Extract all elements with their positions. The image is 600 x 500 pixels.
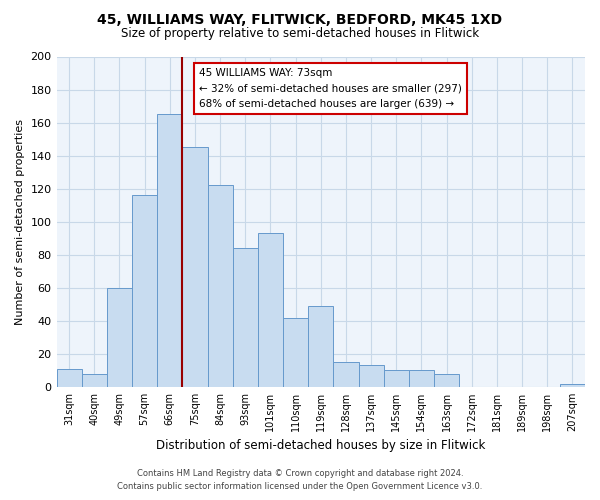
- Bar: [283, 318, 308, 387]
- Bar: [560, 384, 585, 387]
- Bar: [157, 114, 182, 387]
- X-axis label: Distribution of semi-detached houses by size in Flitwick: Distribution of semi-detached houses by …: [156, 440, 485, 452]
- Bar: [308, 306, 334, 387]
- Y-axis label: Number of semi-detached properties: Number of semi-detached properties: [15, 118, 25, 324]
- Text: 45 WILLIAMS WAY: 73sqm
← 32% of semi-detached houses are smaller (297)
68% of se: 45 WILLIAMS WAY: 73sqm ← 32% of semi-det…: [199, 68, 462, 110]
- Bar: [56, 369, 82, 387]
- Bar: [182, 148, 208, 387]
- Bar: [434, 374, 459, 387]
- Bar: [82, 374, 107, 387]
- Text: Contains HM Land Registry data © Crown copyright and database right 2024.
Contai: Contains HM Land Registry data © Crown c…: [118, 470, 482, 491]
- Bar: [107, 288, 132, 387]
- Bar: [258, 234, 283, 387]
- Bar: [132, 196, 157, 387]
- Bar: [409, 370, 434, 387]
- Bar: [359, 366, 383, 387]
- Bar: [334, 362, 359, 387]
- Bar: [208, 186, 233, 387]
- Bar: [383, 370, 409, 387]
- Text: 45, WILLIAMS WAY, FLITWICK, BEDFORD, MK45 1XD: 45, WILLIAMS WAY, FLITWICK, BEDFORD, MK4…: [97, 12, 503, 26]
- Bar: [233, 248, 258, 387]
- Text: Size of property relative to semi-detached houses in Flitwick: Size of property relative to semi-detach…: [121, 28, 479, 40]
